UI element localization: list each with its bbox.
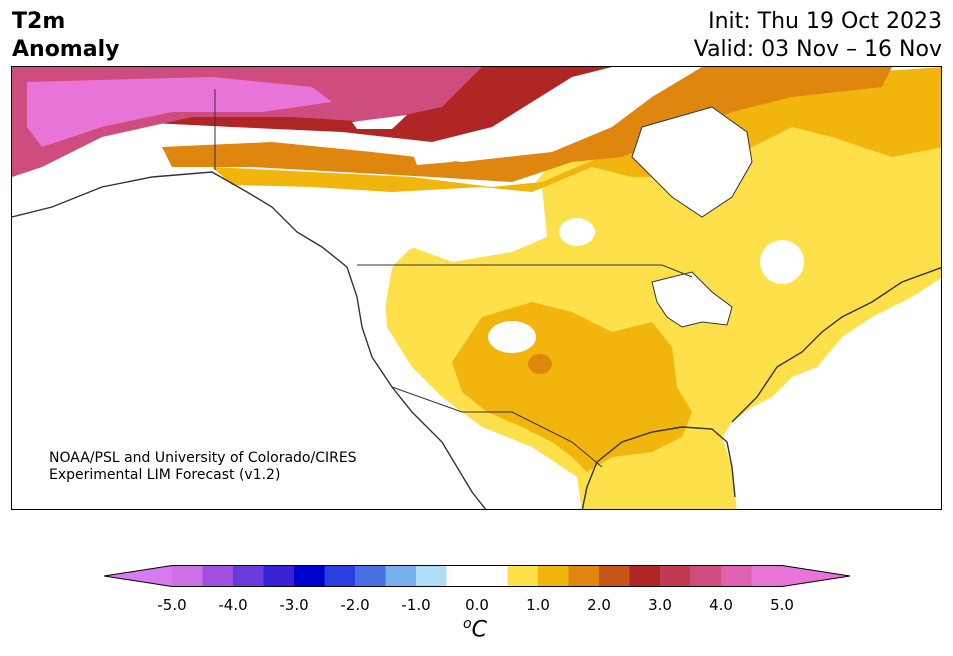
neutral-spot-plains xyxy=(559,218,595,246)
colorbar-segment xyxy=(690,565,722,587)
anomaly-band-orange xyxy=(162,67,892,182)
colorbar-tick-label: 2.0 xyxy=(587,596,611,614)
title-line-1: T2m xyxy=(12,9,66,34)
colorbar-tick-label: 4.0 xyxy=(709,596,733,614)
arctic-ice-shape-2 xyxy=(412,149,482,165)
colorbar-tick-label: -2.0 xyxy=(340,596,370,614)
forecast-credit: NOAA/PSL and University of Colorado/CIRE… xyxy=(49,450,357,484)
valid-date: Valid: 03 Nov – 16 Nov xyxy=(693,37,942,62)
forecast-dates: Init: Thu 19 Oct 2023 Valid: 03 Nov – 16… xyxy=(694,8,942,64)
colorbar-outline xyxy=(104,565,850,587)
anomaly-region-gold xyxy=(452,302,692,472)
colorbar-tick-label: -4.0 xyxy=(218,596,248,614)
border-us-mexico xyxy=(391,386,603,468)
credit-line-2: Experimental LIM Forecast (v1.2) xyxy=(49,467,281,483)
anomaly-band-violet xyxy=(27,77,332,147)
colorbar-segment xyxy=(355,565,386,587)
colorbar-segment xyxy=(263,565,295,587)
colorbar-segment xyxy=(507,565,539,587)
coastline-east xyxy=(731,266,941,423)
colorbar-tick-label: 5.0 xyxy=(770,596,794,614)
colorbar-segment xyxy=(416,565,447,587)
border-canada-us xyxy=(357,264,693,278)
anomaly-spot-orange xyxy=(528,354,552,374)
unit-celsius: C xyxy=(471,617,487,643)
colorbar-tick-label: -1.0 xyxy=(401,596,431,614)
great-lakes xyxy=(651,271,733,328)
colorbar-segment xyxy=(660,565,691,587)
arctic-ice-shape-1 xyxy=(352,115,407,129)
neutral-region-west xyxy=(12,177,547,509)
colorbar-segment xyxy=(751,565,783,587)
colorbar-tick-label: -3.0 xyxy=(279,596,309,614)
unit-label: oC xyxy=(463,616,487,642)
colorbar-segment xyxy=(477,565,508,587)
colorbar-segment xyxy=(324,565,356,587)
colorbar-min-extension xyxy=(104,565,172,587)
colorbar-tick-label: 0.0 xyxy=(465,596,489,614)
colorbar-tick-labels: -5.0 -4.0 -3.0 -2.0 -1.0 0.0 1.0 2.0 3.0 4.0 5.0 xyxy=(0,596,953,616)
coastline-west xyxy=(12,171,487,509)
colorbar-segment xyxy=(721,565,752,587)
map-panel xyxy=(11,66,942,510)
neutral-spot-southwest xyxy=(488,321,536,353)
unit-degree: o xyxy=(463,616,472,632)
colorbar-tick-label: -5.0 xyxy=(157,596,187,614)
colorbar-segment xyxy=(294,565,325,587)
colorbar xyxy=(104,565,850,587)
colorbar-tick-label: 3.0 xyxy=(648,596,672,614)
colorbar-segment xyxy=(172,565,203,587)
colorbar-segment xyxy=(599,565,630,587)
colorbar-tick-label: 1.0 xyxy=(526,596,550,614)
title-line-2: Anomaly xyxy=(12,37,120,62)
hudson-bay xyxy=(631,106,753,218)
init-date: Init: Thu 19 Oct 2023 xyxy=(708,9,942,34)
colorbar-segment xyxy=(568,565,600,587)
colorbar-max-extension xyxy=(782,565,850,587)
neutral-spot-quebec xyxy=(760,240,804,284)
colorbar-segment xyxy=(233,565,264,587)
colorbar-segment xyxy=(446,565,478,587)
anomaly-map xyxy=(12,67,941,509)
colorbar-segment xyxy=(538,565,569,587)
map-title: T2m Anomaly xyxy=(12,8,119,64)
coastline-gulf xyxy=(581,426,736,509)
colorbar-segment xyxy=(385,565,417,587)
colorbar-segment xyxy=(202,565,234,587)
colorbar-segment xyxy=(629,565,661,587)
credit-line-1: NOAA/PSL and University of Colorado/CIRE… xyxy=(49,450,357,466)
